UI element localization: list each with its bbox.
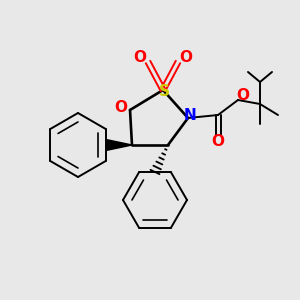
Text: N: N — [184, 107, 196, 122]
Text: O: O — [179, 50, 193, 65]
Text: O: O — [115, 100, 128, 116]
Text: S: S — [158, 83, 169, 98]
Polygon shape — [106, 140, 132, 151]
Text: O: O — [236, 88, 250, 103]
Text: O: O — [212, 134, 224, 149]
Text: O: O — [134, 50, 146, 65]
